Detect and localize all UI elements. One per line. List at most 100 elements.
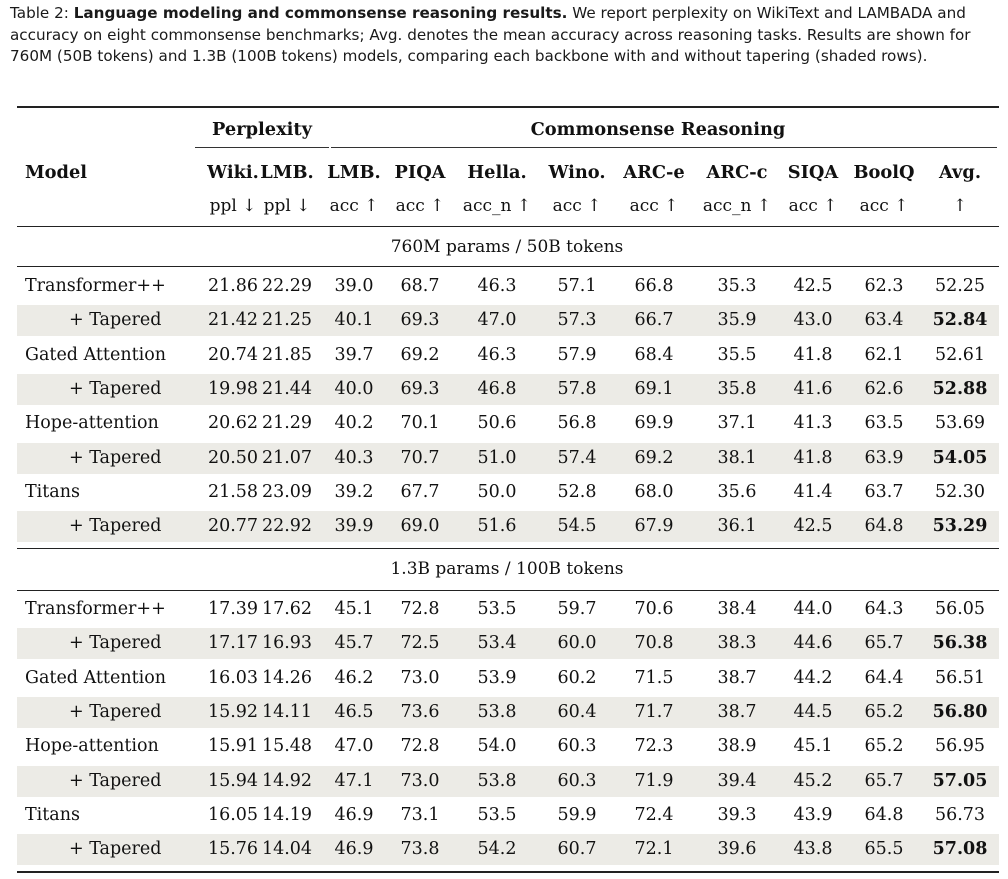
metric-value: 37.1 (717, 413, 757, 434)
commonsense-cmidrule (331, 147, 997, 148)
metric-value: 73.0 (400, 667, 440, 688)
column-header: ARC-c (706, 162, 768, 183)
metric-value: 44.5 (793, 701, 833, 722)
metric-value: 45.7 (334, 633, 374, 654)
metric-value: 21.07 (261, 447, 313, 468)
metric-value: 64.4 (864, 667, 904, 688)
metric-value: 56.8 (557, 413, 597, 434)
metric-value: 22.92 (261, 516, 313, 537)
column-header: LMB. (327, 162, 381, 183)
metric-value: 63.5 (864, 413, 904, 434)
metric-value: 53.8 (477, 770, 517, 791)
group-commonsense: Commonsense Reasoning (530, 119, 786, 140)
avg-value: 52.84 (932, 310, 988, 331)
metric-value: 14.04 (261, 839, 313, 860)
model-name: + Tapered (69, 770, 162, 791)
metric-value: 35.8 (717, 378, 757, 399)
column-metric: ppl ↓ (209, 196, 257, 216)
avg-value: 56.05 (934, 599, 986, 619)
model-name: Gated Attention (25, 667, 167, 688)
metric-value: 69.1 (634, 378, 674, 399)
metric-value: 21.86 (207, 276, 259, 296)
metric-value: 71.7 (634, 701, 674, 722)
metric-value: 70.7 (400, 447, 440, 468)
column-header: ARC-e (623, 162, 685, 183)
column-metric: acc ↑ (788, 196, 838, 216)
model-name: + Tapered (69, 633, 162, 654)
metric-value: 72.8 (400, 736, 440, 757)
metric-value: 17.39 (207, 599, 259, 619)
column-metric: acc ↑ (395, 196, 445, 216)
metric-value: 15.94 (207, 770, 259, 791)
metric-value: 14.92 (261, 770, 313, 791)
top-rule (17, 106, 999, 108)
metric-value: 39.0 (334, 276, 374, 296)
metric-value: 19.98 (207, 378, 259, 399)
metric-value: 20.62 (207, 413, 259, 434)
metric-value: 63.4 (864, 310, 904, 331)
metric-value: 66.7 (634, 310, 674, 331)
metric-value: 57.4 (557, 447, 597, 468)
metric-value: 41.3 (793, 413, 833, 434)
model-name: Hope-attention (25, 736, 159, 757)
metric-value: 14.19 (261, 804, 313, 825)
shaded-row-background (17, 628, 999, 660)
metric-value: 60.4 (557, 701, 597, 722)
metric-value: 54.0 (477, 736, 517, 757)
metric-value: 53.5 (477, 804, 517, 825)
model-name: Gated Attention (25, 344, 167, 365)
column-header: LMB. (260, 162, 314, 183)
caption-label: Table 2: (10, 4, 69, 22)
metric-value: 60.3 (557, 770, 597, 791)
metric-value: 35.9 (717, 310, 757, 331)
section-rule (17, 266, 999, 267)
metric-value: 16.93 (261, 633, 313, 654)
metric-value: 15.48 (261, 736, 313, 757)
metric-value: 16.05 (207, 804, 259, 825)
metric-value: 42.5 (793, 276, 833, 296)
metric-value: 20.77 (207, 516, 259, 537)
metric-value: 41.8 (793, 344, 833, 365)
avg-value: 56.73 (934, 804, 986, 825)
metric-value: 69.3 (400, 378, 440, 399)
avg-value: 54.05 (932, 447, 988, 468)
metric-value: 57.9 (557, 344, 597, 365)
model-name: + Tapered (69, 378, 162, 399)
metric-value: 41.8 (793, 447, 833, 468)
metric-value: 39.7 (334, 344, 374, 365)
metric-value: 44.2 (793, 667, 833, 688)
metric-value: 36.1 (717, 516, 757, 537)
metric-value: 38.7 (717, 701, 757, 722)
avg-value: 56.38 (932, 633, 988, 654)
column-header: Avg. (938, 162, 982, 183)
metric-value: 71.5 (634, 667, 674, 688)
avg-value: 53.69 (934, 413, 986, 434)
metric-value: 68.4 (634, 344, 674, 365)
metric-value: 53.9 (477, 667, 517, 688)
metric-value: 70.1 (400, 413, 440, 434)
section-end-rule (17, 548, 999, 549)
metric-value: 21.44 (261, 378, 313, 399)
metric-value: 47.0 (477, 310, 517, 331)
metric-value: 16.03 (207, 667, 259, 688)
metric-value: 39.2 (334, 481, 374, 502)
metric-value: 20.74 (207, 344, 259, 365)
group-perplexity: Perplexity (212, 119, 312, 140)
model-name: Transformer++ (25, 599, 166, 619)
metric-value: 43.0 (793, 310, 833, 331)
metric-value: 65.7 (864, 770, 904, 791)
metric-value: 64.8 (864, 804, 904, 825)
metric-value: 46.9 (334, 804, 374, 825)
avg-value: 57.08 (932, 839, 988, 860)
section-rule (17, 590, 999, 591)
metric-value: 45.1 (793, 736, 833, 757)
metric-value: 52.8 (557, 481, 597, 502)
metric-value: 69.0 (400, 516, 440, 537)
model-name: + Tapered (69, 839, 162, 860)
column-metric: acc ↑ (629, 196, 679, 216)
metric-value: 51.6 (477, 516, 517, 537)
avg-value: 57.05 (932, 770, 988, 791)
metric-value: 43.9 (793, 804, 833, 825)
model-name: Hope-attention (25, 413, 159, 434)
metric-value: 51.0 (477, 447, 517, 468)
